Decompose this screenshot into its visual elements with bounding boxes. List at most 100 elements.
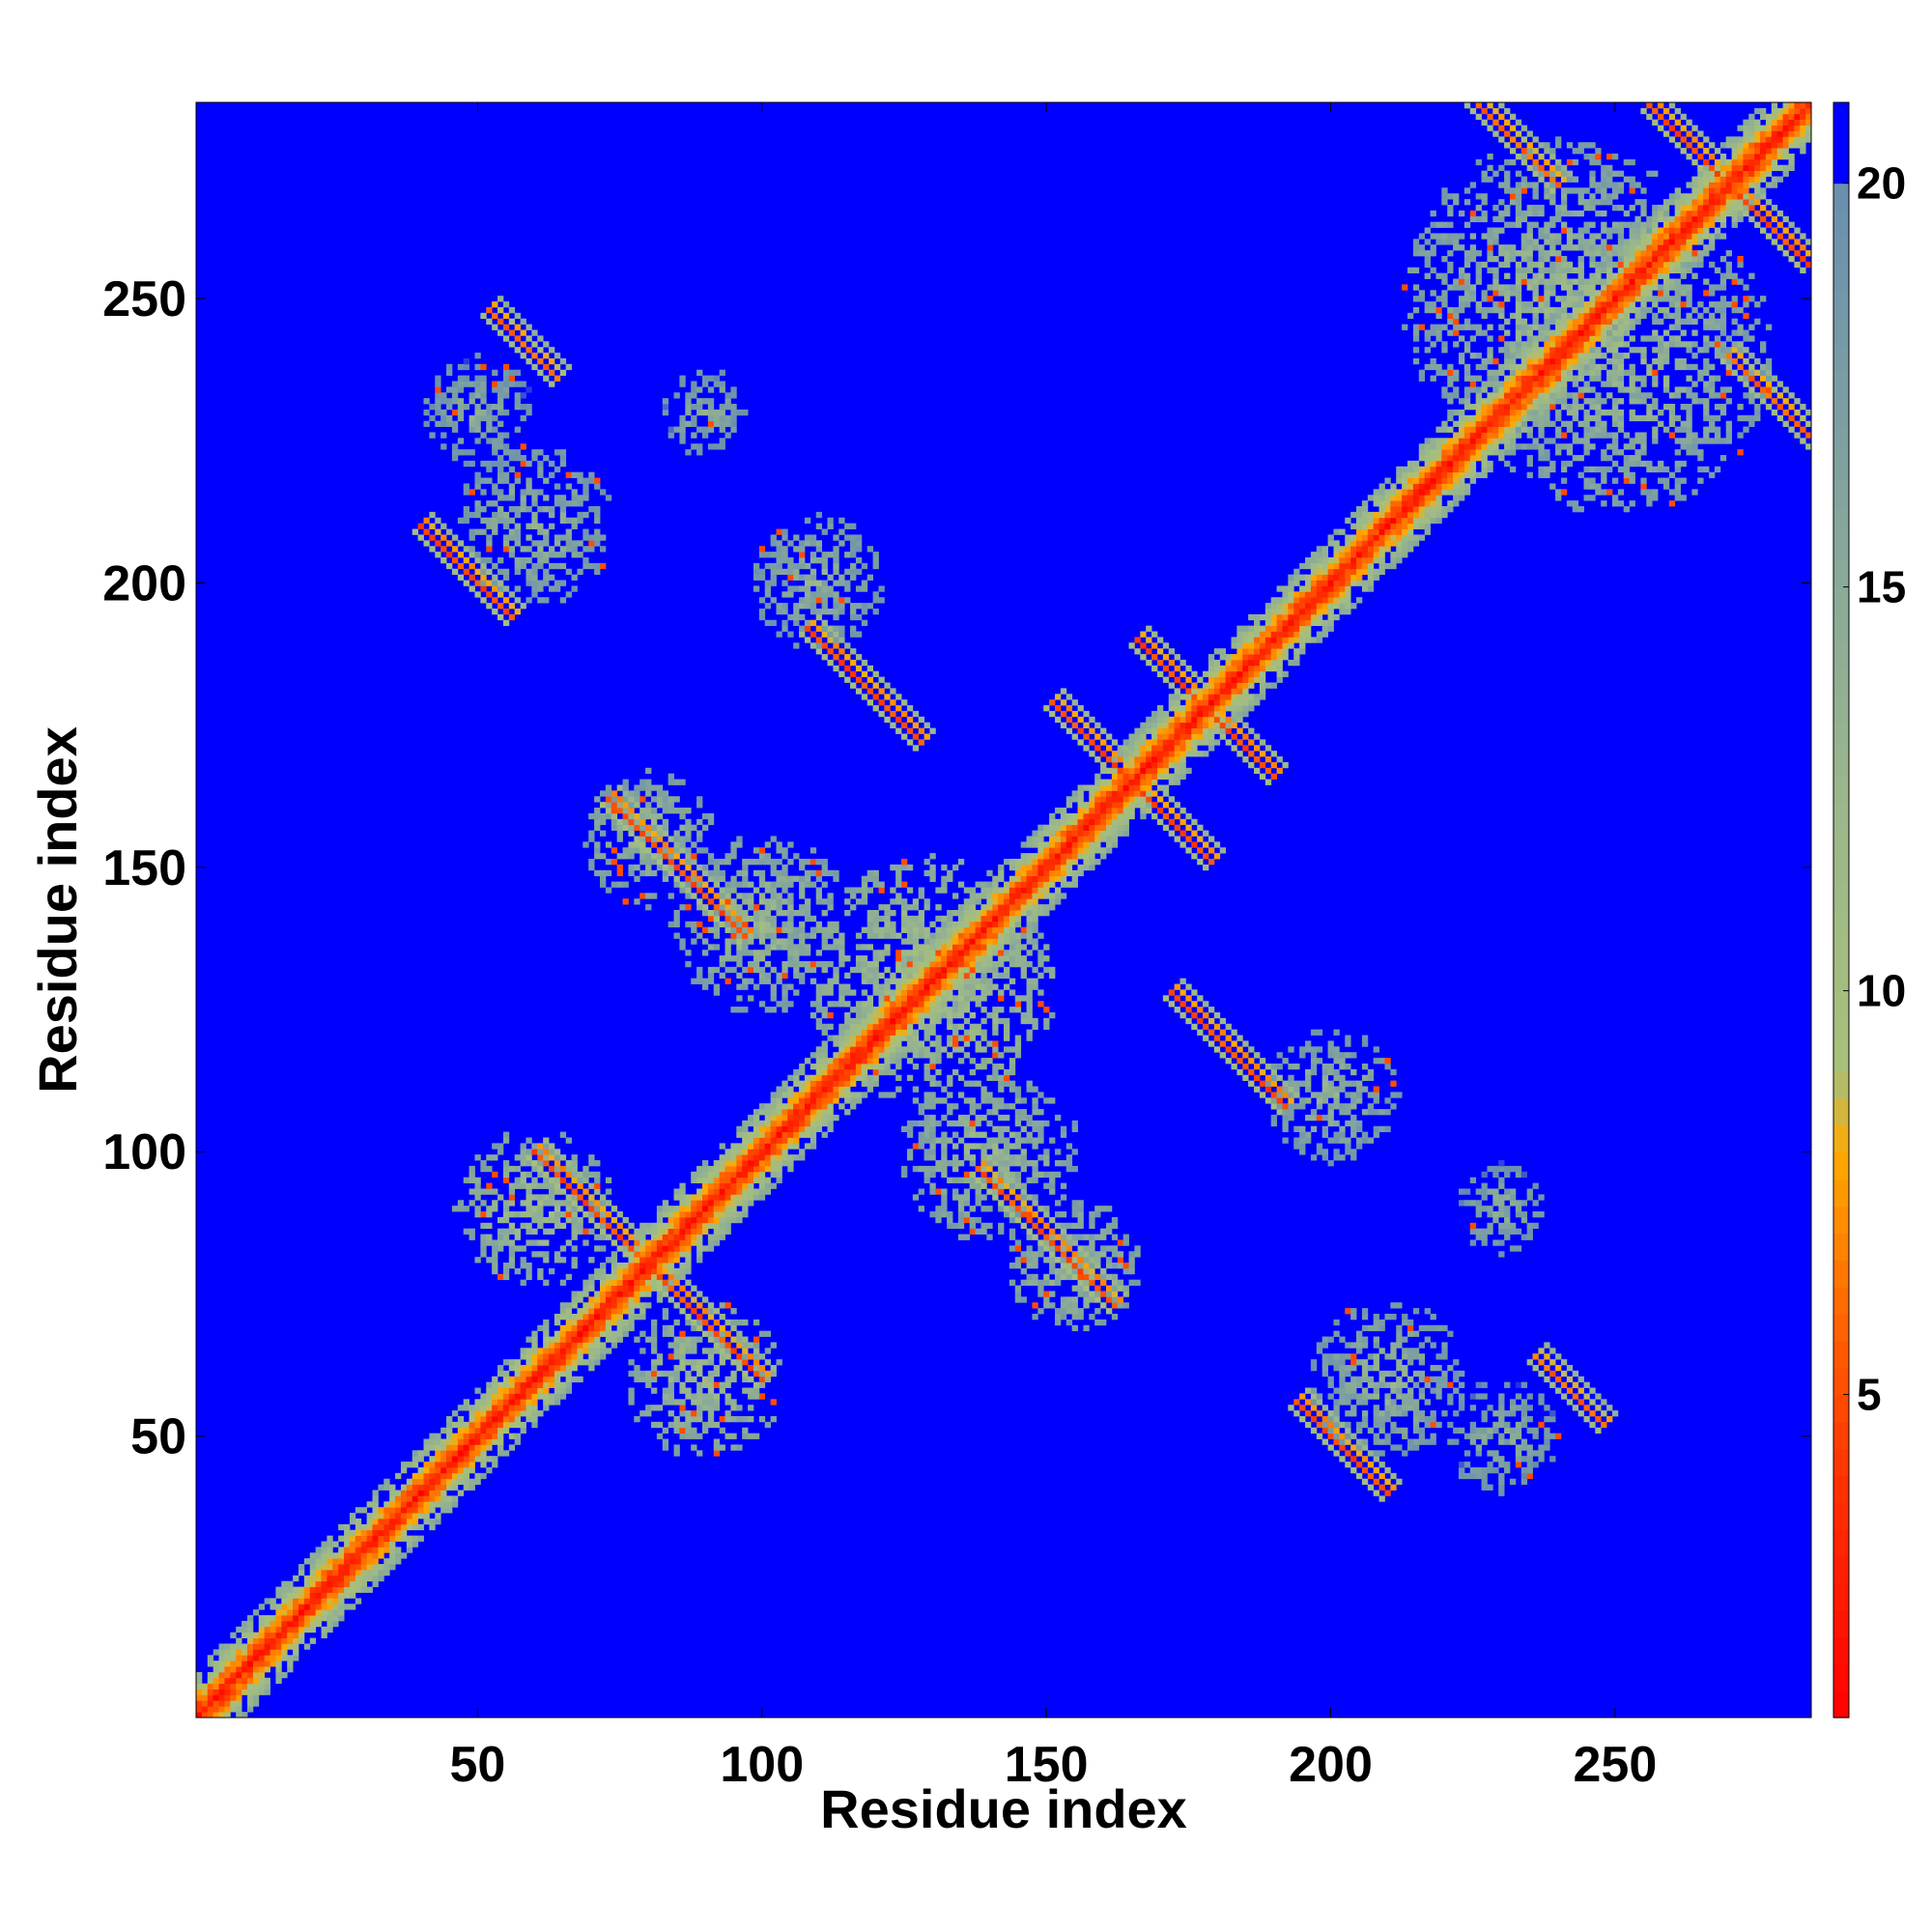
heatmap-cell xyxy=(1009,1211,1016,1218)
heatmap-cell xyxy=(1515,1450,1522,1457)
heatmap-cell xyxy=(315,1592,322,1599)
heatmap-cell xyxy=(1396,1336,1403,1343)
heatmap-cell xyxy=(554,1216,561,1224)
heatmap-cell xyxy=(895,881,902,888)
heatmap-cell xyxy=(1089,1239,1095,1246)
heatmap-cell xyxy=(1345,1393,1351,1400)
heatmap-cell xyxy=(451,1438,459,1445)
heatmap-cell xyxy=(696,1251,703,1258)
heatmap-cell xyxy=(918,1109,924,1116)
heatmap-cell xyxy=(793,926,800,933)
heatmap-cell xyxy=(998,893,1005,899)
heatmap-cell xyxy=(1026,1257,1033,1264)
heatmap-cell xyxy=(713,989,721,996)
heatmap-cell xyxy=(372,1513,379,1520)
heatmap-cell xyxy=(332,1552,339,1559)
heatmap-cell xyxy=(827,1125,834,1133)
heatmap-cell xyxy=(423,1462,430,1468)
heatmap-cell xyxy=(1100,1319,1107,1326)
heatmap-cell xyxy=(372,1501,379,1508)
heatmap-cell xyxy=(935,1058,942,1065)
heatmap-cell xyxy=(1026,875,1033,882)
heatmap-cell xyxy=(1179,978,1186,984)
heatmap-cell xyxy=(1339,1387,1346,1394)
heatmap-cell xyxy=(844,1035,851,1041)
heatmap-cell xyxy=(1037,1109,1044,1116)
heatmap-cell xyxy=(810,1120,817,1127)
heatmap-cell xyxy=(492,1462,498,1468)
heatmap-cell xyxy=(1049,1251,1056,1258)
heatmap-cell xyxy=(1060,1314,1067,1321)
heatmap-cell xyxy=(1321,1427,1328,1435)
heatmap-cell xyxy=(998,1052,1005,1059)
heatmap-cell xyxy=(605,1348,612,1354)
heatmap-cell xyxy=(787,1154,794,1161)
heatmap-cell xyxy=(947,1103,953,1110)
heatmap-cell xyxy=(1327,1080,1334,1087)
heatmap-cell xyxy=(384,1478,390,1486)
heatmap-cell xyxy=(1509,1222,1517,1230)
heatmap-cell xyxy=(1469,1421,1477,1429)
heatmap-cell xyxy=(582,1200,589,1207)
heatmap-cell xyxy=(611,1314,618,1321)
heatmap-cell xyxy=(1367,1427,1375,1435)
heatmap-cell xyxy=(236,1677,242,1685)
heatmap-cell xyxy=(753,950,760,956)
heatmap-cell xyxy=(1014,1291,1022,1297)
heatmap-cell xyxy=(1373,1314,1379,1321)
heatmap-cell xyxy=(1350,1376,1357,1383)
heatmap-cell xyxy=(679,1421,686,1429)
heatmap-cell xyxy=(1469,1405,1477,1411)
heatmap-cell xyxy=(696,1387,703,1394)
heatmap-cell xyxy=(1020,1154,1027,1161)
heatmap-cell xyxy=(929,1058,936,1065)
heatmap-cell xyxy=(758,966,766,974)
heatmap-cell xyxy=(1350,1052,1357,1059)
heatmap-cell xyxy=(952,1001,959,1008)
heatmap-cell xyxy=(1549,1370,1556,1378)
heatmap-cell xyxy=(451,1462,459,1468)
heatmap-cell xyxy=(446,1433,453,1439)
heatmap-cell xyxy=(1236,1058,1243,1065)
heatmap-cell xyxy=(730,1216,737,1224)
heatmap-cell xyxy=(969,893,976,899)
heatmap-cell xyxy=(1504,1427,1511,1435)
heatmap-cell xyxy=(514,1433,521,1439)
heatmap-cell xyxy=(787,938,794,945)
heatmap-cell xyxy=(1469,1472,1477,1480)
heatmap-cell xyxy=(571,1359,578,1366)
heatmap-cell xyxy=(1299,1405,1306,1411)
heatmap-cell xyxy=(947,1040,953,1047)
heatmap-cell xyxy=(770,966,777,974)
heatmap-cell xyxy=(537,1353,544,1360)
heatmap-cell xyxy=(1004,926,1010,933)
heatmap-cell xyxy=(1111,1222,1119,1230)
heatmap-cell xyxy=(1282,1058,1289,1065)
heatmap-cell xyxy=(918,978,924,984)
heatmap-cell xyxy=(1026,1194,1033,1201)
heatmap-cell xyxy=(1378,1058,1385,1065)
heatmap-cell xyxy=(941,1188,948,1195)
heatmap-cell xyxy=(321,1632,327,1638)
heatmap-cell xyxy=(1577,1376,1584,1383)
heatmap-cell xyxy=(776,1177,782,1183)
heatmap-cell xyxy=(611,1319,618,1326)
heatmap-cell xyxy=(469,1484,475,1491)
heatmap-cell xyxy=(1105,1222,1113,1230)
heatmap-cell xyxy=(867,1007,873,1013)
heatmap-cell xyxy=(912,960,920,968)
heatmap-cell xyxy=(645,1405,652,1411)
heatmap-cell xyxy=(327,1586,333,1593)
heatmap-cell xyxy=(724,926,731,933)
heatmap-cell xyxy=(1378,1495,1385,1502)
heatmap-cell xyxy=(1350,1444,1357,1451)
heatmap-cell xyxy=(1515,1165,1522,1173)
heatmap-cell xyxy=(1333,1427,1340,1435)
heatmap-cell xyxy=(719,1194,725,1201)
heatmap-cell xyxy=(1327,1046,1334,1053)
heatmap-cell xyxy=(986,898,993,905)
heatmap-cell xyxy=(781,1137,788,1144)
heatmap-cell xyxy=(980,887,987,894)
heatmap-cell xyxy=(799,960,806,968)
heatmap-cell xyxy=(315,1564,322,1571)
